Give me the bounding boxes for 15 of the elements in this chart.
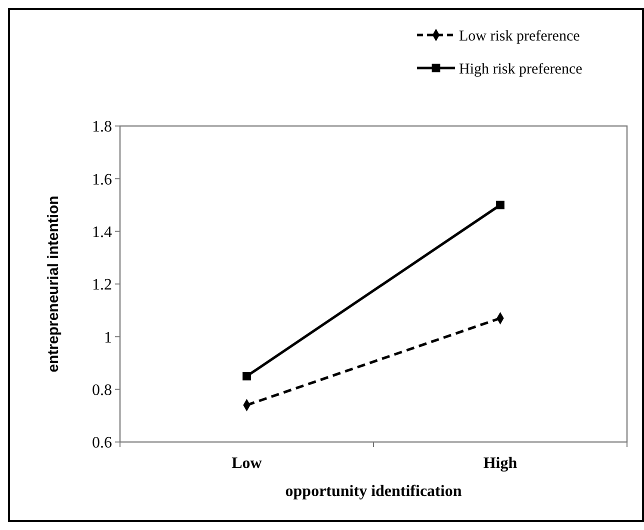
y-tick-label: 1.2 [92, 276, 112, 294]
y-tick-label: 1.6 [92, 171, 112, 188]
legend-label: Low risk preference [459, 28, 580, 44]
x-tick-label: High [483, 455, 518, 472]
point [242, 372, 251, 380]
y-tick-label: 1 [104, 329, 112, 346]
point [496, 200, 504, 210]
y-tick-label: 0.6 [92, 434, 112, 452]
y-axis-title: entrepreneurial intention [45, 196, 62, 372]
y-tick-label: 0.8 [92, 382, 112, 399]
y-tick-label: 1.8 [92, 118, 112, 136]
x-axis-title: opportunity identification [285, 483, 462, 500]
x-tick-label: Low [232, 455, 262, 472]
y-tick-label: 1.4 [92, 224, 112, 241]
legend-label: High risk preference [459, 61, 583, 78]
